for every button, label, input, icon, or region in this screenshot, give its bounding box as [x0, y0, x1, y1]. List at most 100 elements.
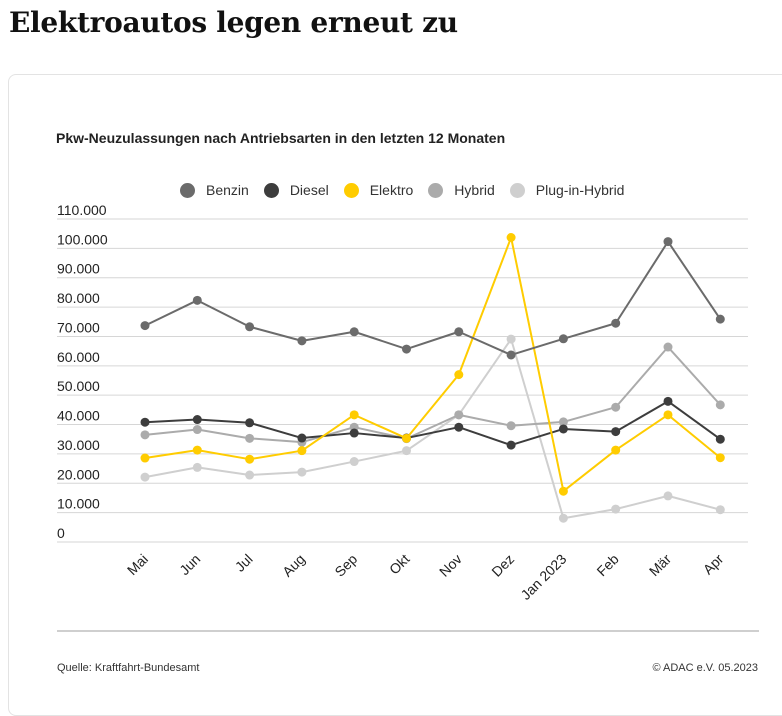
data-point[interactable]: [715, 314, 725, 324]
footer-divider: [57, 630, 759, 632]
legend-label: Diesel: [289, 182, 329, 198]
data-point[interactable]: [349, 428, 359, 438]
data-point[interactable]: [297, 433, 307, 443]
y-tick-label: 0: [57, 525, 65, 541]
legend-marker: [263, 182, 279, 198]
y-tick-label: 80.000: [57, 290, 100, 306]
data-point[interactable]: [454, 422, 464, 432]
data-point[interactable]: [140, 472, 150, 482]
legend-label: Plug-in-Hybrid: [535, 182, 625, 198]
data-point[interactable]: [245, 322, 255, 332]
legend-label: Elektro: [369, 182, 414, 198]
data-point[interactable]: [663, 396, 673, 406]
legend-marker: [428, 182, 444, 198]
data-point[interactable]: [506, 440, 516, 450]
series-hybrid: [140, 342, 725, 447]
series-benzin: [140, 237, 725, 360]
data-point[interactable]: [506, 421, 516, 431]
data-point[interactable]: [715, 400, 725, 410]
data-point[interactable]: [454, 327, 464, 337]
data-point[interactable]: [192, 425, 202, 435]
data-point[interactable]: [140, 430, 150, 440]
data-point[interactable]: [140, 453, 150, 463]
series-line: [144, 346, 722, 444]
chart-grid: [57, 218, 748, 543]
legend-label: Hybrid: [454, 182, 495, 198]
legend-item[interactable]: Benzin: [180, 182, 249, 198]
y-tick-label: 90.000: [57, 261, 100, 277]
y-tick-label: 20.000: [57, 466, 100, 482]
data-point[interactable]: [402, 446, 411, 456]
y-tick-label: 110.000: [57, 202, 107, 218]
data-point[interactable]: [192, 295, 202, 305]
data-point[interactable]: [297, 336, 307, 346]
copyright-note: © ADAC e.V. 05.2023: [652, 662, 758, 674]
data-point[interactable]: [192, 445, 202, 455]
y-tick-label: 10.000: [57, 496, 100, 512]
data-point[interactable]: [558, 424, 568, 434]
data-point[interactable]: [715, 505, 725, 515]
data-point[interactable]: [454, 370, 464, 380]
x-axis-ticks: Mai Jun Jul Aug Sep Okt Nov Dez Jan 2023 Feb Mär Ap…: [124, 551, 727, 603]
x-tick-label: Mär: [646, 551, 675, 580]
data-point[interactable]: [558, 417, 568, 427]
x-tick-label: Jan 2023: [517, 551, 569, 603]
data-point[interactable]: [349, 327, 359, 337]
data-point[interactable]: [140, 321, 150, 331]
line-chart: 0 10.000 20.000 30.000 40.000 50.000 60.000 70.…: [57, 202, 748, 603]
data-point[interactable]: [611, 402, 621, 412]
series-elektro: [140, 232, 725, 496]
data-point[interactable]: [245, 418, 255, 428]
data-point[interactable]: [192, 415, 202, 425]
x-tick-label: Nov: [436, 551, 465, 580]
data-point[interactable]: [558, 334, 568, 344]
data-point[interactable]: [715, 434, 725, 444]
x-tick-label: Jun: [176, 551, 203, 578]
data-point[interactable]: [402, 344, 411, 354]
data-point[interactable]: [245, 470, 255, 480]
series-plug-in-hybrid: [140, 334, 725, 523]
data-point[interactable]: [349, 410, 359, 420]
data-point[interactable]: [611, 427, 621, 437]
legend-item[interactable]: Elektro: [343, 182, 414, 198]
x-tick-label: Dez: [488, 551, 517, 580]
chart-series: [140, 232, 725, 523]
legend-item[interactable]: Hybrid: [428, 182, 495, 198]
data-point[interactable]: [192, 462, 202, 472]
data-point[interactable]: [506, 350, 516, 360]
data-point[interactable]: [663, 342, 673, 352]
data-point[interactable]: [349, 457, 359, 467]
data-point[interactable]: [611, 318, 621, 328]
y-tick-label: 50.000: [57, 378, 100, 394]
page-title: Elektroautos legen erneut zu: [9, 6, 458, 39]
y-tick-label: 70.000: [57, 319, 100, 335]
data-point[interactable]: [402, 433, 411, 443]
data-point[interactable]: [663, 410, 673, 420]
data-point[interactable]: [663, 491, 673, 501]
y-tick-label: 100.000: [57, 231, 108, 247]
x-tick-label: Mai: [124, 551, 151, 578]
chart-legend: Benzin Diesel Elektro Hybrid Plug-in-Hybrid: [180, 181, 639, 199]
x-tick-label: Jul: [232, 551, 256, 575]
chart-title: Pkw-Neuzulassungen nach Antriebsarten in…: [56, 130, 506, 146]
data-point[interactable]: [611, 445, 621, 455]
x-tick-label: Okt: [386, 551, 413, 578]
legend-item[interactable]: Diesel: [263, 182, 329, 198]
data-point[interactable]: [558, 513, 568, 523]
data-point[interactable]: [663, 237, 673, 247]
data-point[interactable]: [297, 467, 307, 477]
legend-item[interactable]: Plug-in-Hybrid: [509, 182, 625, 198]
series-line: [144, 236, 721, 493]
data-point[interactable]: [245, 454, 255, 464]
series-diesel: [140, 396, 725, 450]
y-tick-label: 30.000: [57, 437, 100, 453]
data-point[interactable]: [558, 486, 568, 496]
data-point[interactable]: [611, 504, 621, 514]
data-point[interactable]: [140, 417, 150, 427]
data-point[interactable]: [506, 232, 516, 242]
data-point[interactable]: [297, 446, 307, 456]
data-point[interactable]: [715, 453, 725, 463]
data-point[interactable]: [454, 410, 464, 420]
data-point[interactable]: [245, 433, 255, 443]
data-point[interactable]: [506, 334, 516, 344]
